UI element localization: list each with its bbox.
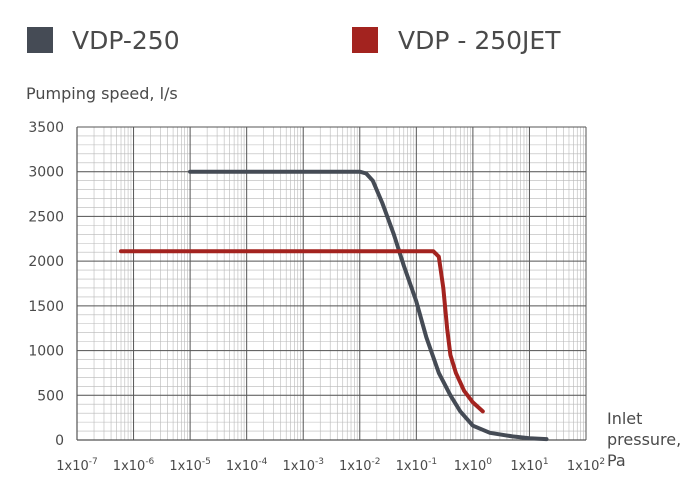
legend-swatch xyxy=(352,27,378,53)
y-tick-label: 2000 xyxy=(28,254,64,270)
x-tick-label: 1x102 xyxy=(567,457,605,474)
y-axis-title: Pumping speed, l/s xyxy=(26,84,178,103)
legend-label: VDP - 250JET xyxy=(398,26,561,55)
legend-label: VDP-250 xyxy=(72,26,180,55)
x-tick-label: 1x10-3 xyxy=(282,457,324,474)
y-tick-label: 1500 xyxy=(28,299,64,315)
axes xyxy=(76,127,586,441)
legend-swatch xyxy=(27,27,53,53)
y-tick-label: 2500 xyxy=(28,209,64,225)
labels: 0 500 1000 1500 2000 2500 3000 3500 1x10-7 1x10-6… xyxy=(26,84,681,474)
x-tick-label: 1x101 xyxy=(510,457,548,474)
x-tick-label: 1x10-4 xyxy=(226,457,268,474)
x-tick-label: 1x10-2 xyxy=(339,457,381,474)
y-tick-label: 3500 xyxy=(28,120,64,136)
x-tick-label: 1x10-7 xyxy=(56,457,98,474)
x-axis-title-line: Inlet xyxy=(607,409,642,428)
grid xyxy=(76,126,587,441)
series-line-vdp-250 xyxy=(188,169,549,442)
x-axis-title-line: Pa xyxy=(607,451,626,470)
x-axis-title-line: pressure, xyxy=(607,430,681,449)
legend: VDP-250 VDP - 250JET xyxy=(27,26,561,55)
series-layer xyxy=(119,169,549,442)
y-tick-label: 0 xyxy=(55,433,64,449)
x-tick-label: 1x10-5 xyxy=(169,457,211,474)
y-tick-label: 3000 xyxy=(28,165,64,181)
y-tick-label: 500 xyxy=(37,388,64,404)
y-tick-label: 1000 xyxy=(28,344,64,360)
x-tick-label: 1x10-1 xyxy=(396,457,438,474)
x-tick-label: 1x10-6 xyxy=(113,457,155,474)
x-tick-label: 1x100 xyxy=(454,457,493,474)
series-line-vdp-250jet xyxy=(119,249,485,414)
